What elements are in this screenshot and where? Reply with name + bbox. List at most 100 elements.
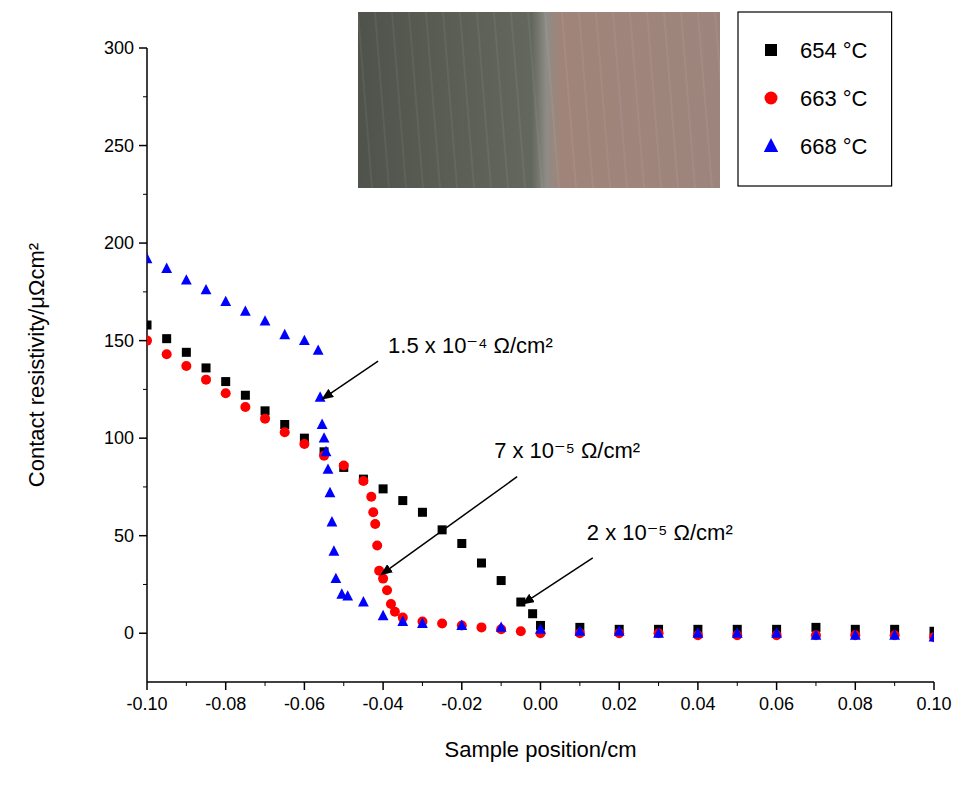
data-point bbox=[321, 446, 332, 456]
y-minor-tick bbox=[143, 96, 147, 97]
data-point bbox=[358, 476, 368, 486]
x-tick-label: 0.08 bbox=[838, 694, 873, 714]
data-point bbox=[457, 539, 466, 548]
data-point bbox=[496, 621, 507, 631]
series bbox=[147, 336, 934, 643]
y-axis-title: Contact resistivity/μΩcm² bbox=[24, 243, 49, 487]
photo-texture bbox=[494, 12, 508, 188]
data-point bbox=[437, 618, 447, 628]
series bbox=[147, 253, 934, 642]
legend-marker bbox=[765, 44, 777, 56]
legend: 654 °C663 °C668 °C bbox=[738, 12, 892, 186]
annotation-arrow bbox=[322, 361, 378, 399]
data-point bbox=[811, 630, 821, 640]
x-tick bbox=[618, 682, 620, 690]
y-tick bbox=[139, 47, 147, 49]
annotations: 1.5 x 10⁻⁴ Ω/cm²7 x 10⁻⁵ Ω/cm²2 x 10⁻⁵ Ω… bbox=[322, 333, 733, 604]
y-tick-label: 150 bbox=[104, 331, 134, 351]
x-tick bbox=[855, 682, 857, 690]
data-point bbox=[339, 460, 349, 470]
data-point bbox=[220, 296, 231, 306]
x-minor-tick bbox=[343, 682, 344, 686]
x-tick-label: -0.10 bbox=[126, 694, 167, 714]
data-point bbox=[221, 377, 230, 386]
x-tick bbox=[540, 682, 542, 690]
data-point bbox=[240, 305, 251, 315]
y-tick-label: 250 bbox=[104, 136, 134, 156]
series bbox=[147, 321, 934, 636]
data-point bbox=[279, 329, 290, 339]
data-point bbox=[497, 576, 506, 585]
x-tick bbox=[146, 682, 148, 690]
photo-texture bbox=[681, 12, 695, 188]
x-minor-tick bbox=[894, 682, 895, 686]
x-minor-tick bbox=[579, 682, 580, 686]
data-point bbox=[653, 627, 664, 637]
data-point bbox=[535, 623, 546, 633]
data-point bbox=[614, 625, 625, 635]
data-point bbox=[299, 439, 309, 449]
x-tick bbox=[933, 682, 935, 690]
data-point bbox=[379, 484, 388, 493]
photo-texture bbox=[613, 12, 627, 188]
data-point bbox=[313, 344, 324, 354]
data-point bbox=[181, 274, 192, 284]
data-point bbox=[260, 315, 271, 325]
plot-area bbox=[147, 253, 934, 642]
data-point bbox=[342, 590, 353, 600]
data-point bbox=[240, 402, 250, 412]
data-point bbox=[811, 629, 822, 639]
y-tick-label: 100 bbox=[104, 428, 134, 448]
x-tick-label: 0.06 bbox=[759, 694, 794, 714]
data-point bbox=[202, 363, 211, 372]
data-point bbox=[929, 631, 934, 641]
y-minor-tick bbox=[143, 194, 147, 195]
data-point bbox=[398, 496, 407, 505]
photo-texture bbox=[511, 12, 525, 188]
data-point bbox=[372, 540, 382, 550]
data-point bbox=[358, 596, 369, 606]
x-tick bbox=[776, 682, 778, 690]
data-point bbox=[693, 627, 704, 637]
x-minor-tick bbox=[501, 682, 502, 686]
data-point bbox=[397, 616, 408, 626]
data-point bbox=[732, 627, 743, 637]
photo-texture bbox=[375, 12, 389, 188]
y-minor-tick bbox=[143, 389, 147, 390]
data-point bbox=[654, 628, 664, 638]
data-point bbox=[456, 619, 467, 629]
data-point bbox=[417, 618, 428, 628]
photo-texture bbox=[596, 12, 610, 188]
photo-texture bbox=[409, 12, 423, 188]
data-point bbox=[476, 622, 486, 632]
data-point bbox=[182, 348, 191, 357]
y-minor-tick bbox=[143, 584, 147, 585]
data-point bbox=[260, 414, 270, 424]
x-axis-title: Sample position/cm bbox=[445, 737, 637, 762]
annotation-text: 1.5 x 10⁻⁴ Ω/cm² bbox=[388, 333, 553, 358]
y-minor-tick bbox=[143, 291, 147, 292]
y-tick-label: 0 bbox=[124, 623, 134, 643]
x-minor-tick bbox=[265, 682, 266, 686]
photo-texture bbox=[358, 12, 372, 188]
data-point bbox=[378, 610, 389, 620]
data-point bbox=[574, 625, 585, 635]
data-point bbox=[323, 463, 334, 473]
axes: -0.10-0.08-0.06-0.04-0.020.000.020.040.0… bbox=[104, 38, 952, 714]
data-point bbox=[418, 508, 427, 517]
y-tick bbox=[139, 437, 147, 439]
data-point bbox=[382, 585, 392, 595]
y-tick bbox=[139, 145, 147, 147]
y-axis-line bbox=[146, 48, 148, 682]
data-point bbox=[221, 388, 231, 398]
inset-photo bbox=[358, 12, 729, 188]
x-tick-label: 0.00 bbox=[523, 694, 558, 714]
x-minor-tick bbox=[815, 682, 816, 686]
data-point bbox=[477, 559, 486, 568]
data-point bbox=[161, 262, 172, 272]
photo-texture bbox=[528, 12, 542, 188]
photo-texture bbox=[562, 12, 576, 188]
data-point bbox=[929, 632, 934, 642]
legend-marker bbox=[765, 92, 778, 105]
x-tick bbox=[225, 682, 227, 690]
